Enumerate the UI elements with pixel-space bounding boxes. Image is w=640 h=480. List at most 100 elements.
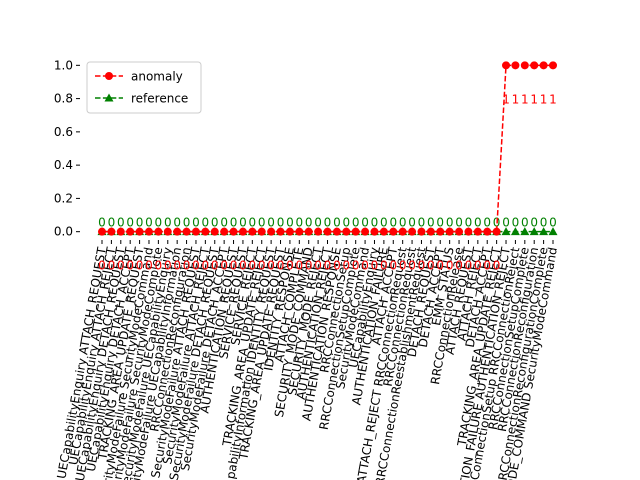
data-label: 0 <box>483 216 491 230</box>
point <box>548 227 558 236</box>
data-label: 0 <box>155 216 163 230</box>
data-label: 0 <box>286 216 294 230</box>
legend-box <box>86 61 202 114</box>
point <box>492 227 501 236</box>
y-tick-label: 0.6 <box>54 125 73 139</box>
data-label: 0 <box>314 259 322 273</box>
data-label: 0 <box>98 259 106 273</box>
data-label: 0 <box>474 259 482 273</box>
point <box>182 227 191 236</box>
point <box>210 227 219 236</box>
legend-label: reference <box>131 92 188 106</box>
data-label: 0 <box>465 259 473 273</box>
data-label: 0 <box>408 259 416 273</box>
data-label: 0 <box>352 259 360 273</box>
point <box>501 227 511 236</box>
point <box>173 227 182 236</box>
point <box>389 227 398 236</box>
point <box>342 227 351 236</box>
point <box>351 227 360 236</box>
point <box>191 227 200 236</box>
data-label: 0 <box>126 216 134 230</box>
data-label: 0 <box>220 216 228 230</box>
point <box>220 227 229 236</box>
point <box>417 227 426 236</box>
data-label: 1 <box>512 92 520 106</box>
data-label: 0 <box>249 259 257 273</box>
data-label: 0 <box>408 216 416 230</box>
data-label: 0 <box>202 259 210 273</box>
data-label: 0 <box>342 216 350 230</box>
data-label: 0 <box>418 259 426 273</box>
point <box>238 227 247 236</box>
data-label: 0 <box>183 216 191 230</box>
data-label: 0 <box>474 216 482 230</box>
data-label: 0 <box>126 259 134 273</box>
data-label: 0 <box>502 216 510 230</box>
point <box>426 227 435 236</box>
point <box>229 227 238 236</box>
data-label: 0 <box>239 216 247 230</box>
data-label: 0 <box>230 216 238 230</box>
data-label: 0 <box>540 216 548 230</box>
point <box>464 227 473 236</box>
point <box>154 227 163 236</box>
data-label: 1 <box>549 92 557 106</box>
data-label: 0 <box>192 259 200 273</box>
point <box>323 227 332 236</box>
point <box>361 227 370 236</box>
data-label: 0 <box>145 259 153 273</box>
point <box>530 61 539 70</box>
data-label: 0 <box>117 216 125 230</box>
data-label: 0 <box>427 259 435 273</box>
data-label: 0 <box>436 259 444 273</box>
point <box>529 227 539 236</box>
point <box>295 227 304 236</box>
data-label: 0 <box>324 216 332 230</box>
point <box>473 227 482 236</box>
data-label: 0 <box>183 259 191 273</box>
data-label: 0 <box>136 216 144 230</box>
legend-marker <box>105 72 113 80</box>
data-label: 0 <box>549 216 557 230</box>
data-label: 0 <box>164 259 172 273</box>
point <box>398 227 407 236</box>
data-label: 0 <box>173 216 181 230</box>
point <box>285 227 294 236</box>
data-label: 0 <box>295 216 303 230</box>
data-label: 0 <box>427 216 435 230</box>
data-label: 0 <box>98 216 106 230</box>
point <box>511 61 520 70</box>
data-label: 0 <box>333 216 341 230</box>
data-label: 1 <box>530 92 538 106</box>
point <box>455 227 464 236</box>
point <box>332 227 341 236</box>
point <box>126 227 135 236</box>
data-label: 0 <box>155 259 163 273</box>
point <box>163 227 172 236</box>
data-label: 0 <box>380 259 388 273</box>
data-label: 0 <box>211 216 219 230</box>
point <box>520 227 530 236</box>
data-label: 0 <box>389 216 397 230</box>
data-label: 0 <box>361 216 369 230</box>
data-label: 0 <box>277 259 285 273</box>
point <box>304 227 313 236</box>
data-label: 0 <box>211 259 219 273</box>
point <box>144 227 153 236</box>
data-label: 0 <box>361 259 369 273</box>
data-label: 0 <box>249 216 257 230</box>
data-label: 0 <box>314 216 322 230</box>
data-label: 0 <box>286 259 294 273</box>
data-label: 0 <box>483 259 491 273</box>
point <box>549 61 557 70</box>
data-label: 0 <box>446 259 454 273</box>
data-label: 0 <box>267 216 275 230</box>
data-label: 0 <box>521 216 529 230</box>
point <box>135 227 144 236</box>
data-label: 0 <box>352 216 360 230</box>
y-tick-label: 1.0 <box>54 58 73 72</box>
point <box>539 61 548 70</box>
point <box>510 227 520 236</box>
legend-label: anomaly <box>131 70 183 84</box>
